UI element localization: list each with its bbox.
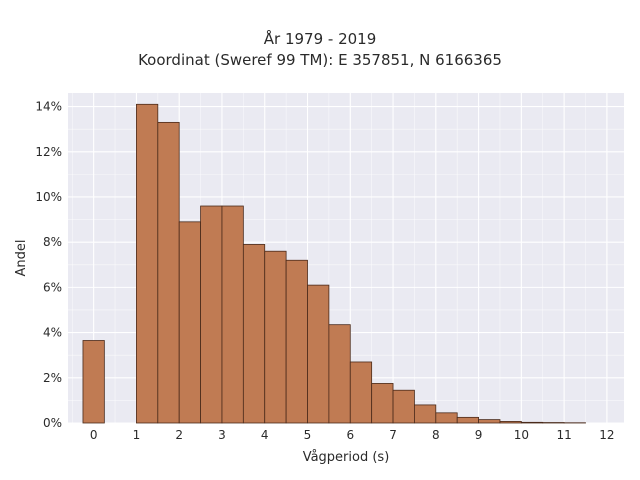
x-tick-label: 6 <box>346 428 354 442</box>
histogram-bar <box>478 419 501 424</box>
histogram-bar <box>414 404 437 424</box>
histogram-bar <box>136 103 159 424</box>
histogram-bar <box>221 205 244 424</box>
x-tick-label: 12 <box>599 428 614 442</box>
histogram-bar <box>285 259 308 424</box>
x-tick-label: 4 <box>261 428 269 442</box>
histogram-bar <box>499 421 522 424</box>
histogram-bar <box>178 221 201 424</box>
x-tick-label: 9 <box>475 428 483 442</box>
histogram-bar <box>349 361 373 424</box>
y-tick-label: 4% <box>43 326 62 340</box>
x-tick-label: 10 <box>514 428 529 442</box>
x-tick-label: 11 <box>556 428 571 442</box>
x-tick-label: 5 <box>304 428 312 442</box>
histogram-bar <box>242 244 266 424</box>
x-axis-label: Vågperiod (s) <box>303 450 390 465</box>
histogram-bar <box>82 340 105 424</box>
histogram-bar <box>520 421 544 424</box>
histogram-bar <box>200 205 223 424</box>
y-tick-label: 12% <box>35 145 62 159</box>
y-tick-label: 0% <box>43 416 62 430</box>
x-tick-label: 8 <box>432 428 440 442</box>
histogram-bar <box>456 416 479 424</box>
histogram-bar <box>157 121 180 424</box>
y-tick-label: 8% <box>43 235 62 249</box>
chart-title: År 1979 - 2019 <box>263 30 377 48</box>
histogram-bar <box>328 324 351 424</box>
histogram-bar <box>435 412 458 424</box>
y-tick-label: 2% <box>43 371 62 385</box>
x-tick-label: 1 <box>133 428 141 442</box>
x-tick-label: 7 <box>389 428 397 442</box>
histogram-bar <box>392 389 415 424</box>
y-tick-label: 10% <box>35 190 62 204</box>
y-tick-label: 6% <box>43 280 62 294</box>
histogram-bar <box>307 284 330 424</box>
x-tick-label: 2 <box>175 428 183 442</box>
x-tick-label: 0 <box>90 428 98 442</box>
y-tick-label: 14% <box>35 100 62 114</box>
histogram-bar <box>371 383 394 424</box>
x-tick-label: 3 <box>218 428 226 442</box>
y-axis-label: Andel <box>14 240 29 277</box>
histogram-bar <box>264 250 287 424</box>
chart-subtitle: Koordinat (Sweref 99 TM): E 357851, N 61… <box>138 51 502 69</box>
